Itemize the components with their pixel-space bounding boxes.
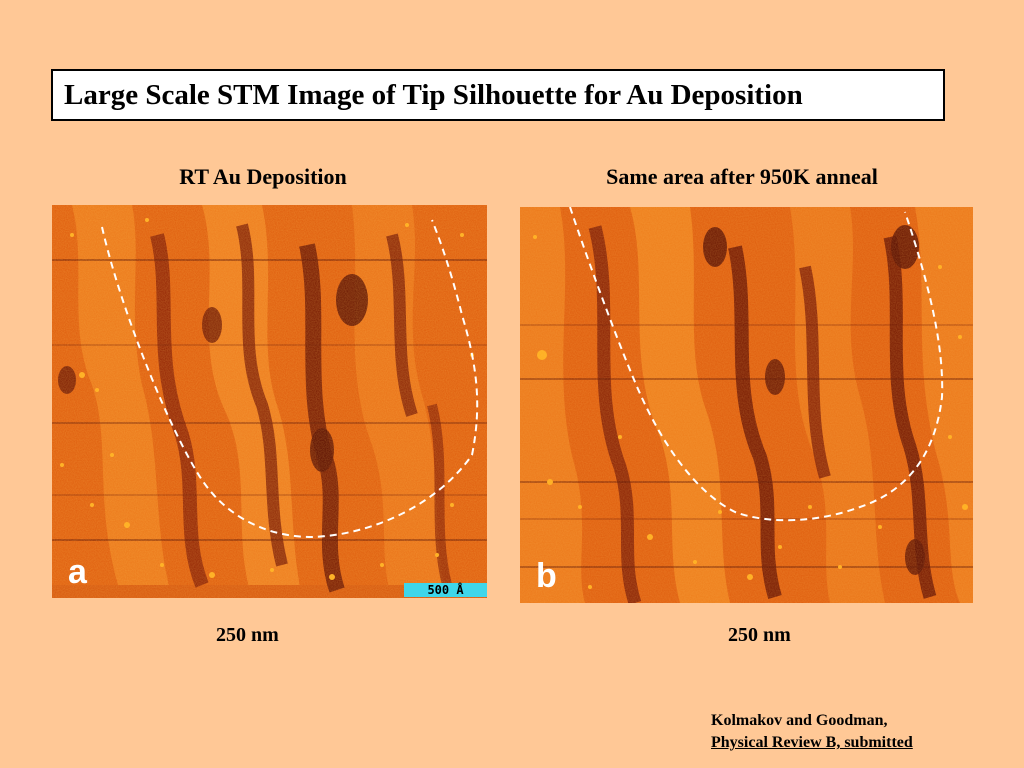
citation-authors: Kolmakov and Goodman, xyxy=(711,712,888,729)
panel-a-heading: RT Au Deposition xyxy=(179,164,347,189)
panel-a-caption: 250 nm xyxy=(216,624,279,646)
stm-image-a-graphic xyxy=(52,205,487,598)
panel-b-heading: Same area after 950K anneal xyxy=(606,164,878,189)
panel-label-b: b xyxy=(536,557,557,595)
stm-image-a: a 500 Å xyxy=(52,205,487,598)
panel-b-caption: 250 nm xyxy=(728,624,791,646)
citation: Kolmakov and Goodman, Physical Review B,… xyxy=(711,710,913,754)
scale-bar: 500 Å xyxy=(404,583,487,597)
citation-journal: Physical Review B, submitted xyxy=(711,734,913,751)
stm-image-b-graphic xyxy=(520,207,973,603)
tip-outline-b xyxy=(569,207,944,522)
panel-label-a: a xyxy=(68,553,87,591)
slide-title: Large Scale STM Image of Tip Silhouette … xyxy=(64,78,803,111)
slide-title-box: Large Scale STM Image of Tip Silhouette … xyxy=(51,69,945,121)
stm-image-b: b xyxy=(520,207,973,603)
tip-outline-a xyxy=(101,219,479,539)
